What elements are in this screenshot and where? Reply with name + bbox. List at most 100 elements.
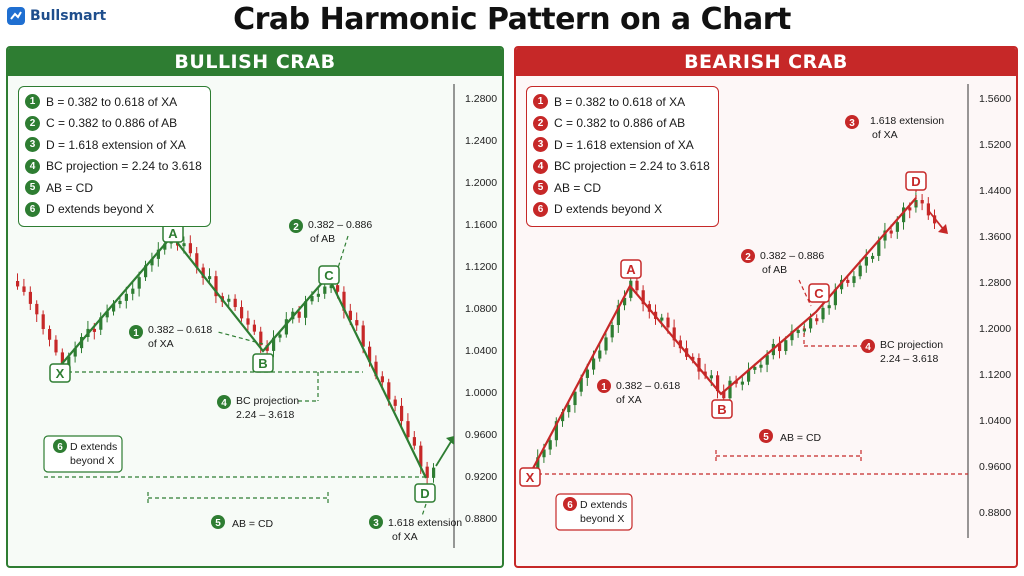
axis-tick: 1.1600 xyxy=(465,219,497,231)
rule-item: 4 BC projection = 2.24 to 3.618 xyxy=(533,156,710,178)
axis-tick: 1.5200 xyxy=(979,139,1011,151)
axis-tick: 1.2800 xyxy=(979,277,1011,289)
candle-body xyxy=(877,240,881,256)
candle-body xyxy=(641,290,645,305)
candle-body xyxy=(144,265,148,278)
bearish-crab-header: BEARISH CRAB xyxy=(516,48,1016,76)
svg-text:of AB: of AB xyxy=(762,264,787,276)
candle-body xyxy=(118,300,122,305)
candle-body xyxy=(41,314,45,329)
candle-body xyxy=(784,340,788,352)
candle-body xyxy=(722,391,726,399)
candle-body xyxy=(592,358,596,370)
candle-body xyxy=(240,307,244,319)
candle-body xyxy=(227,298,231,302)
candle-body xyxy=(778,343,782,352)
candle-body xyxy=(926,203,930,216)
rule-item: 5 AB = CD xyxy=(533,177,710,199)
candle-body xyxy=(73,348,77,357)
svg-text:2: 2 xyxy=(293,222,299,233)
candle-body xyxy=(703,371,707,376)
bearish-chart: 1.5600 1.5200 1.4400 1.3600 1.2800 1.200… xyxy=(519,84,1011,538)
svg-text:2.24 – 3.618: 2.24 – 3.618 xyxy=(236,409,295,421)
candle-body xyxy=(182,243,186,247)
point-c: C xyxy=(808,283,830,303)
candle-body xyxy=(660,317,664,321)
svg-text:1.618 extension: 1.618 extension xyxy=(870,115,944,127)
candle-body xyxy=(753,366,757,370)
candle-body xyxy=(610,325,614,338)
svg-text:2: 2 xyxy=(745,252,751,263)
point-d: D xyxy=(414,483,436,503)
candle-body xyxy=(747,369,751,382)
point-c: C xyxy=(318,265,340,285)
brand-name: Bullsmart xyxy=(30,8,107,24)
candle-body xyxy=(542,449,546,458)
axis-tick: 0.9600 xyxy=(979,461,1011,473)
bullish-xabcd-line xyxy=(59,234,427,479)
bull-logo-icon xyxy=(7,7,25,25)
annotation-ab-cd: 5 AB = CD xyxy=(759,429,822,444)
point-x: X xyxy=(49,363,71,383)
axis-tick: 0.8800 xyxy=(979,507,1011,519)
candle-body xyxy=(112,304,116,312)
bullish-chart: 1.2800 1.2400 1.2000 1.1600 1.1200 1.080… xyxy=(16,84,497,548)
candle-body xyxy=(252,324,256,332)
svg-text:1.618 extension: 1.618 extension xyxy=(388,517,462,529)
annotation-c-ratio: 2 0.382 – 0.886 of AB xyxy=(741,249,824,276)
svg-text:D: D xyxy=(420,486,429,501)
svg-text:0.382 – 0.886: 0.382 – 0.886 xyxy=(308,219,372,231)
svg-text:beyond X: beyond X xyxy=(580,513,624,525)
svg-text:BC projection: BC projection xyxy=(880,339,943,351)
candle-body xyxy=(908,207,912,211)
candle-body xyxy=(156,249,160,259)
annotation-c-ratio: 2 0.382 – 0.886 of AB xyxy=(289,219,372,245)
candle-body xyxy=(672,327,676,341)
point-b: B xyxy=(711,399,733,419)
svg-text:5: 5 xyxy=(215,518,221,529)
candle-body xyxy=(150,258,154,266)
candle-body xyxy=(827,305,831,309)
svg-text:D extends: D extends xyxy=(70,441,117,453)
svg-text:3: 3 xyxy=(849,118,855,129)
rule-item: 5 AB = CD xyxy=(25,177,202,199)
point-b: B xyxy=(252,353,274,373)
axis-tick: 1.0000 xyxy=(465,387,497,399)
candle-body xyxy=(821,307,825,320)
candle-body xyxy=(28,291,32,304)
candle-body xyxy=(342,291,346,311)
candle-body xyxy=(137,277,141,289)
candle-body xyxy=(297,311,301,318)
candle-body xyxy=(796,330,800,334)
axis-tick: 1.2400 xyxy=(465,135,497,147)
svg-text:5: 5 xyxy=(763,432,769,443)
axis-tick: 1.0400 xyxy=(979,415,1011,427)
candle-body xyxy=(765,355,769,365)
candle-body xyxy=(419,445,423,467)
bearish-guides xyxy=(524,174,968,475)
candle-body xyxy=(759,364,763,368)
axis-tick: 1.2800 xyxy=(465,93,497,105)
axis-tick: 0.8800 xyxy=(465,513,497,525)
bearish-price-axis: 1.5600 1.5200 1.4400 1.3600 1.2800 1.200… xyxy=(967,84,1011,538)
candle-body xyxy=(272,337,276,351)
bullish-arrow-up-icon xyxy=(435,439,453,467)
point-a: A xyxy=(620,259,642,279)
candle-body xyxy=(124,293,128,301)
svg-text:beyond X: beyond X xyxy=(70,455,114,467)
svg-text:1: 1 xyxy=(133,328,139,339)
annotation-bc-projection: 4 BC projection 2.24 – 3.618 xyxy=(217,395,299,421)
candle-body xyxy=(697,358,701,372)
svg-text:BC projection: BC projection xyxy=(236,395,299,407)
candle-body xyxy=(740,381,744,385)
svg-text:B: B xyxy=(258,356,267,371)
candle-body xyxy=(412,437,416,446)
candle-body xyxy=(889,230,893,234)
svg-text:2.24 – 3.618: 2.24 – 3.618 xyxy=(880,353,939,365)
svg-text:A: A xyxy=(168,226,178,241)
